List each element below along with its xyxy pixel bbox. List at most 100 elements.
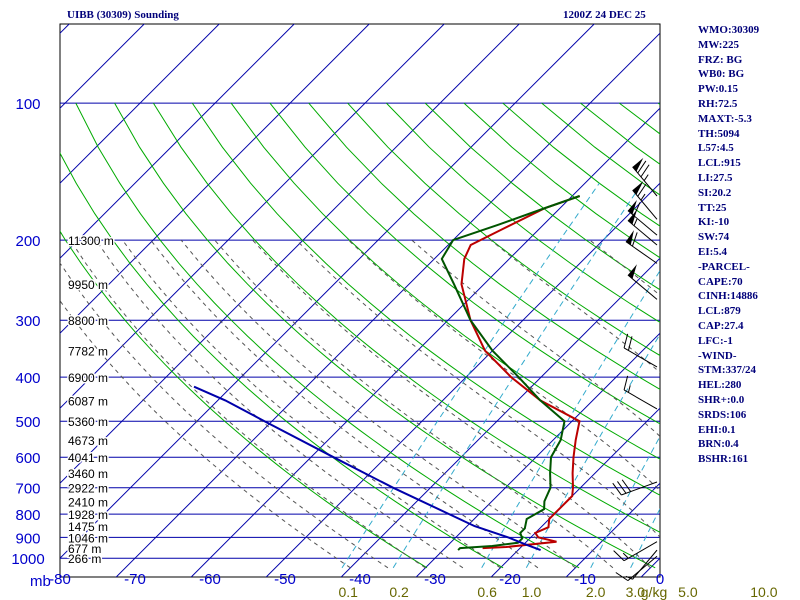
index-item: CAP:27.4 (698, 319, 744, 332)
height-label: 1046 m (68, 531, 108, 545)
mixing-ratio-line (590, 435, 660, 569)
barb-pennant (627, 264, 637, 279)
dewpoint-line (440, 195, 581, 551)
pressure-tick-label: 500 (15, 414, 40, 431)
sounding-profiles (193, 195, 581, 552)
dry-adiabat (75, 102, 580, 569)
mixing-ratio-label: 1.0 (522, 584, 542, 600)
pressure-tick-label: 300 (15, 313, 40, 330)
barb-half-flag (640, 193, 646, 201)
station-title: UIBB (30309) Sounding (67, 9, 179, 21)
parcel-line (193, 385, 541, 552)
pressure-tick-label: 200 (15, 233, 40, 250)
dry-adiabat (191, 102, 660, 496)
moist-adiabat (348, 239, 660, 492)
index-item: FRZ: BG (698, 53, 743, 66)
index-item: PW:0.15 (698, 83, 739, 96)
height-label: 3460 m (68, 467, 108, 481)
height-label: 8800 m (68, 314, 108, 328)
barb-half-flag (633, 218, 638, 226)
barb-flag (637, 183, 647, 197)
mixing-ratio-label: 0.6 (477, 584, 497, 600)
plot-frame (59, 23, 661, 578)
mixing-ratio-line (630, 507, 660, 569)
pressure-tick-label: 400 (15, 370, 40, 387)
indices-list: WMO:30309 MW:225 FRZ: BG WB0: BG PW:0.15 RH:7… (698, 23, 759, 467)
moist-adiabat (296, 239, 660, 538)
height-label-halo: 4041 m (68, 451, 108, 465)
height-label: 7782 m (68, 345, 108, 359)
temperature-tick-label: -50 (274, 571, 296, 588)
barb-pennant (627, 199, 637, 215)
index-item: STM:337/24 (698, 364, 757, 377)
isotherm (415, 332, 660, 577)
index-item: BSHR:161 (698, 453, 749, 466)
temperature-tick-label: -80 (49, 571, 71, 588)
wind-barb (612, 479, 658, 496)
height-label-halo: 2922 m (68, 482, 108, 496)
wind-barbs (612, 157, 658, 582)
barb-flag (623, 333, 629, 349)
moist-adiabat (252, 239, 651, 569)
index-item: SRDS:106 (698, 408, 747, 421)
height-label-halo: 5360 m (68, 415, 108, 429)
index-item: L57:4.5 (698, 142, 734, 155)
index-item: LCL:879 (698, 305, 741, 318)
index-item: -PARCEL- (698, 260, 750, 273)
isotherm (190, 107, 660, 577)
height-label-halo: 3460 m (68, 467, 108, 481)
height-label: 677 m (68, 542, 101, 556)
dry-adiabat (580, 102, 660, 165)
height-label: 6087 m (68, 394, 108, 408)
mixing-ratio-label: 10.0 (750, 584, 777, 600)
moist-adiabat (180, 239, 576, 569)
barb-pennant (625, 230, 634, 246)
dry-adiabat (60, 230, 428, 569)
height-label-halo: 1475 m (68, 520, 108, 534)
wind-barb (632, 181, 658, 220)
index-item: LFC:-1 (698, 334, 733, 347)
moist-adiabat (122, 239, 501, 569)
isotherm (340, 257, 660, 577)
height-label-halo: 6087 m (68, 394, 108, 408)
height-label: 4041 m (68, 451, 108, 465)
index-item: MAXT:-5.3 (698, 112, 752, 125)
moist-adiabat (150, 239, 539, 569)
moist-adiabat (60, 262, 389, 569)
height-label: 11300 m (68, 234, 114, 248)
index-item: LI:27.5 (698, 171, 733, 184)
dry-adiabat (541, 102, 660, 196)
isotherm (60, 24, 145, 109)
pressure-tick-label: 1000 (11, 551, 44, 568)
index-item: CAPE:70 (698, 275, 743, 288)
mixing-ratio-label: 5.0 (678, 584, 698, 600)
height-label-halo: 7782 m (68, 345, 108, 359)
height-label-halo: 6900 m (68, 371, 108, 385)
valid-time: 1200Z 24 DEC 25 (563, 9, 646, 21)
dry-adiabat (386, 102, 660, 323)
height-label-halo: 11300 m (68, 234, 114, 248)
barb-flag (617, 481, 627, 494)
dry-adiabat (308, 102, 660, 390)
index-item: SHR+:0.0 (698, 393, 745, 406)
height-label-halo: 2410 m (68, 495, 108, 509)
height-label-halo: 1046 m (68, 531, 108, 545)
height-label: 1475 m (68, 520, 108, 534)
barb-flag (612, 482, 622, 496)
moist-adiabat (214, 239, 614, 569)
moist-adiabat (60, 299, 351, 569)
mixing-ratio-line (525, 333, 660, 569)
height-label: 6900 m (68, 371, 108, 385)
wind-barb (627, 209, 658, 246)
height-label: 266 m (68, 552, 101, 566)
height-label: 4673 m (68, 434, 108, 448)
temperature-tick-label: -30 (424, 571, 446, 588)
barb-pennant (632, 181, 644, 195)
height-label: 9950 m (68, 278, 108, 292)
dry-adiabat (114, 102, 656, 569)
index-item: HEL:280 (698, 379, 742, 392)
